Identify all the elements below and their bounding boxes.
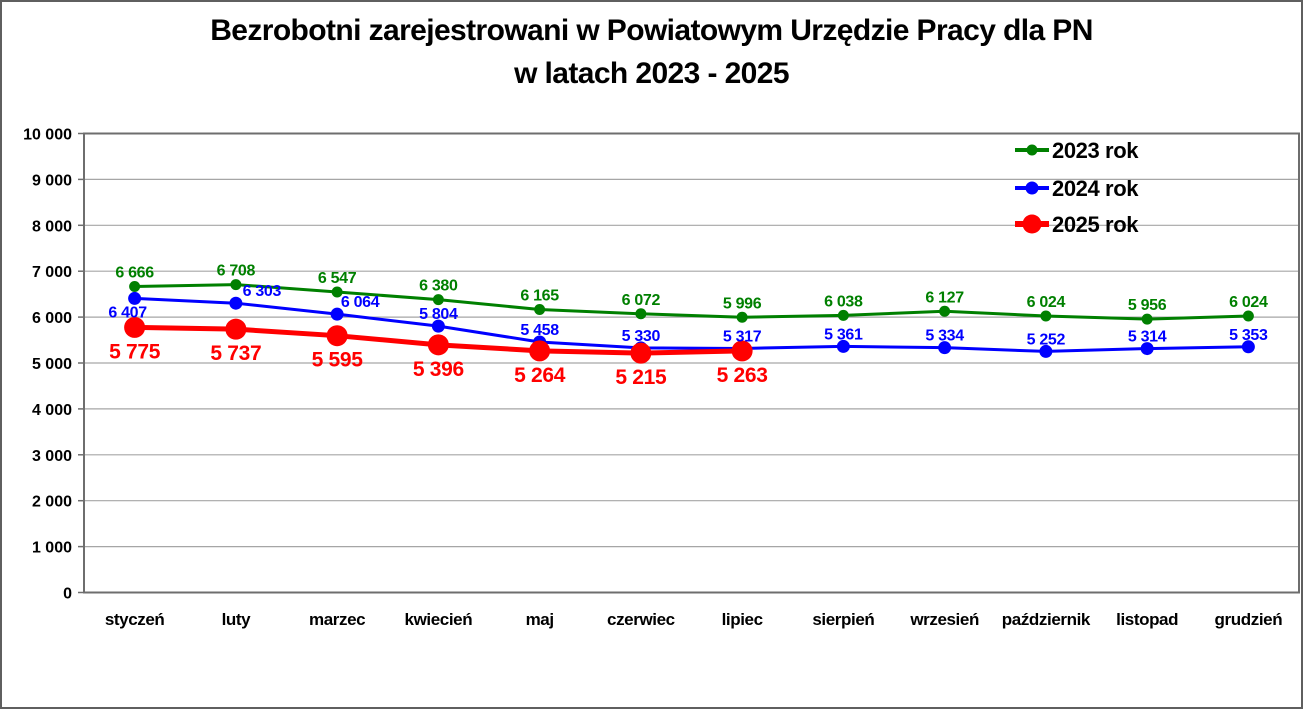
data-label-2025-rok-marzec: 5 595 — [312, 349, 364, 372]
data-label-2025-rok-luty: 5 737 — [210, 342, 261, 365]
x-axis-label-grudzień: grudzień — [1215, 610, 1283, 629]
data-point-2023-rok-listopad — [1141, 313, 1153, 325]
data-label-2024-rok-wrzesień: 5 334 — [925, 328, 964, 345]
data-label-2025-rok-maj: 5 264 — [514, 364, 566, 387]
data-point-2024-rok-sierpień — [836, 339, 850, 353]
x-axis-label-sierpień: sierpień — [812, 610, 874, 629]
series-line-2023-rok — [133, 283, 1250, 321]
x-axis-label-lipiec: lipiec — [722, 610, 763, 629]
data-point-2024-rok-grudzień — [1241, 340, 1255, 354]
data-label-2023-rok-grudzień: 6 024 — [1229, 294, 1268, 311]
data-point-2023-rok-lipiec — [736, 311, 748, 323]
data-label-2023-rok-kwiecień: 6 380 — [419, 278, 458, 295]
data-point-2025-rok-maj — [529, 340, 551, 362]
data-point-2023-rok-styczeń — [129, 281, 141, 293]
data-label-2023-rok-czerwiec: 6 072 — [622, 292, 661, 309]
data-label-2023-rok-marzec: 6 547 — [318, 270, 357, 287]
data-point-2024-rok-styczeń — [128, 291, 142, 305]
y-axis-label-0: 0 — [63, 586, 72, 603]
data-label-2024-rok-listopad: 5 314 — [1128, 329, 1167, 346]
y-axis-label-6-000: 6 000 — [32, 310, 72, 327]
y-axis-label-9-000: 9 000 — [32, 172, 72, 189]
data-label-2024-rok-styczeń: 6 407 — [108, 304, 147, 321]
data-point-2023-rok-marzec — [331, 286, 343, 298]
x-axis-label-luty: luty — [222, 610, 252, 629]
data-point-2023-rok-kwiecień — [432, 294, 444, 306]
data-point-2023-rok-maj — [534, 304, 546, 316]
legend-label-2023-rok: 2023 rok — [1052, 138, 1139, 163]
y-axis-label-7-000: 7 000 — [32, 264, 72, 281]
data-label-2023-rok-luty: 6 708 — [217, 263, 256, 280]
data-label-2024-rok-marzec: 6 064 — [341, 294, 380, 311]
chart-title: Bezrobotni zarejestrowani w Powiatowym U… — [2, 9, 1301, 95]
data-point-2024-rok-marzec — [330, 307, 344, 321]
y-axis-label-3-000: 3 000 — [32, 448, 72, 465]
x-axis-label-październik: październik — [1002, 610, 1091, 629]
data-point-2025-rok-czerwiec — [630, 342, 652, 364]
data-point-2023-rok-luty — [230, 279, 242, 291]
data-point-2024-rok-listopad — [1140, 342, 1154, 356]
data-label-2023-rok-wrzesień: 6 127 — [925, 289, 964, 306]
data-point-2025-rok-luty — [225, 318, 247, 340]
legend-marker-2025-rok — [1022, 214, 1042, 234]
legend-marker-2023-rok — [1026, 144, 1038, 156]
data-label-2024-rok-maj: 5 458 — [520, 322, 559, 339]
data-point-2025-rok-kwiecień — [427, 334, 449, 356]
chart-title-line1: Bezrobotni zarejestrowani w Powiatowym U… — [210, 14, 1093, 47]
data-point-2023-rok-sierpień — [837, 309, 849, 321]
data-point-2023-rok-grudzień — [1242, 310, 1254, 322]
y-axis-label-2-000: 2 000 — [32, 494, 72, 511]
legend-label-2024-rok: 2024 rok — [1052, 176, 1139, 201]
legend-label-2025-rok: 2025 rok — [1052, 212, 1139, 237]
legend-marker-2024-rok — [1025, 181, 1039, 195]
data-point-2025-rok-marzec — [326, 325, 348, 347]
y-axis-label-10-000: 10 000 — [23, 127, 72, 144]
data-point-2025-rok-styczeń — [124, 316, 146, 338]
data-label-2023-rok-maj: 6 165 — [520, 288, 559, 305]
y-axis-label-4-000: 4 000 — [32, 402, 72, 419]
data-point-2024-rok-październik — [1039, 344, 1053, 358]
data-label-2024-rok-czerwiec: 5 330 — [622, 328, 661, 345]
data-label-2023-rok-styczeń: 6 666 — [115, 265, 154, 282]
data-label-2023-rok-sierpień: 6 038 — [824, 293, 863, 310]
x-axis-label-kwiecień: kwiecień — [405, 610, 473, 629]
data-label-2024-rok-grudzień: 5 353 — [1229, 327, 1268, 344]
data-label-2023-rok-lipiec: 5 996 — [723, 295, 762, 312]
x-axis-label-listopad: listopad — [1116, 610, 1178, 629]
y-axis-label-8-000: 8 000 — [32, 218, 72, 235]
data-label-2025-rok-czerwiec: 5 215 — [615, 366, 667, 389]
data-label-2024-rok-październik: 5 252 — [1027, 331, 1066, 348]
chart-title-line2: w latach 2023 - 2025 — [514, 57, 789, 90]
series-line-2024-rok — [133, 296, 1250, 353]
data-label-2024-rok-sierpień: 5 361 — [824, 326, 863, 343]
data-point-2023-rok-czerwiec — [635, 308, 647, 320]
x-axis-label-styczeń: styczeń — [105, 610, 165, 629]
data-point-2024-rok-wrzesień — [938, 341, 952, 355]
data-label-2024-rok-luty: 6 303 — [243, 283, 282, 300]
x-axis-label-marzec: marzec — [309, 610, 365, 629]
data-point-2024-rok-luty — [229, 296, 243, 310]
data-label-2023-rok-październik: 6 024 — [1027, 294, 1066, 311]
x-axis-label-czerwiec: czerwiec — [607, 610, 675, 629]
data-label-2025-rok-lipiec: 5 263 — [717, 364, 768, 387]
data-label-2025-rok-kwiecień: 5 396 — [413, 358, 464, 381]
data-point-2023-rok-wrzesień — [939, 305, 951, 317]
data-point-2024-rok-kwiecień — [431, 319, 445, 333]
data-point-2025-rok-lipiec — [731, 340, 753, 362]
data-label-2024-rok-kwiecień: 5 804 — [419, 306, 458, 323]
x-axis-label-maj: maj — [526, 610, 554, 629]
data-label-2024-rok-lipiec: 5 317 — [723, 328, 762, 345]
y-axis-label-1-000: 1 000 — [32, 540, 72, 557]
y-axis-label-5-000: 5 000 — [32, 356, 72, 373]
x-axis-label-wrzesień: wrzesień — [909, 610, 979, 629]
data-label-2023-rok-listopad: 5 956 — [1128, 297, 1167, 314]
data-point-2023-rok-październik — [1040, 310, 1052, 322]
data-label-2025-rok-styczeń: 5 775 — [109, 340, 161, 363]
